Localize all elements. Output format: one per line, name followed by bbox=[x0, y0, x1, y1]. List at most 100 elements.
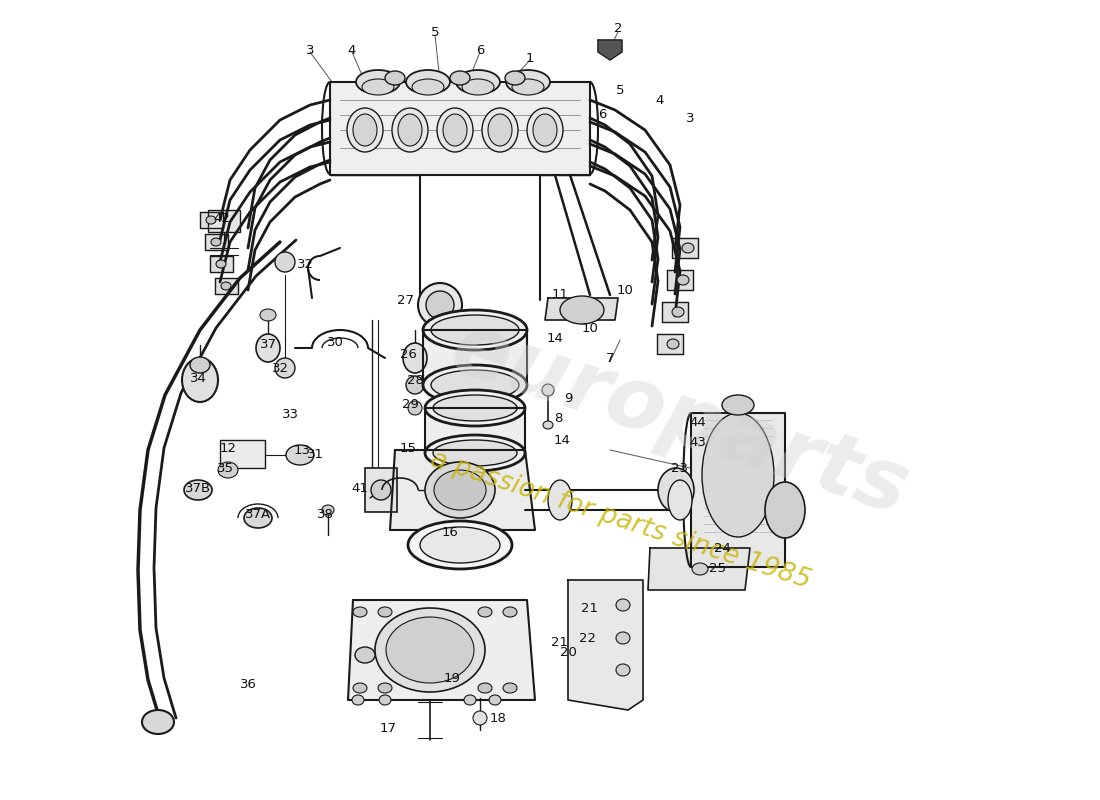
Text: 16: 16 bbox=[441, 526, 459, 538]
Ellipse shape bbox=[424, 365, 527, 405]
Text: 37B: 37B bbox=[185, 482, 211, 494]
Ellipse shape bbox=[506, 70, 550, 94]
Ellipse shape bbox=[424, 310, 527, 350]
Ellipse shape bbox=[218, 462, 238, 478]
Text: 35: 35 bbox=[217, 462, 233, 474]
Ellipse shape bbox=[692, 563, 708, 575]
Text: 10: 10 bbox=[617, 283, 634, 297]
Ellipse shape bbox=[352, 695, 364, 705]
Ellipse shape bbox=[503, 683, 517, 693]
Ellipse shape bbox=[425, 390, 525, 426]
Polygon shape bbox=[348, 600, 535, 700]
Text: 19: 19 bbox=[443, 671, 461, 685]
Ellipse shape bbox=[216, 260, 225, 268]
Ellipse shape bbox=[616, 599, 630, 611]
Text: 4: 4 bbox=[348, 43, 356, 57]
Ellipse shape bbox=[142, 710, 174, 734]
Text: 9: 9 bbox=[564, 391, 572, 405]
Text: 28: 28 bbox=[407, 374, 424, 386]
Text: 37: 37 bbox=[260, 338, 276, 351]
Text: 13: 13 bbox=[294, 443, 310, 457]
Text: 3: 3 bbox=[685, 111, 694, 125]
Ellipse shape bbox=[418, 283, 462, 327]
Ellipse shape bbox=[286, 445, 313, 465]
Ellipse shape bbox=[658, 468, 694, 512]
Ellipse shape bbox=[478, 607, 492, 617]
Ellipse shape bbox=[420, 527, 500, 563]
Ellipse shape bbox=[275, 252, 295, 272]
Bar bbox=[220, 440, 265, 468]
Ellipse shape bbox=[616, 664, 630, 676]
Text: 4: 4 bbox=[656, 94, 664, 106]
Ellipse shape bbox=[616, 632, 630, 644]
Ellipse shape bbox=[378, 683, 392, 693]
Ellipse shape bbox=[408, 521, 512, 569]
Ellipse shape bbox=[682, 243, 694, 253]
Ellipse shape bbox=[478, 683, 492, 693]
Ellipse shape bbox=[482, 108, 518, 152]
Ellipse shape bbox=[431, 315, 519, 345]
Ellipse shape bbox=[211, 238, 221, 246]
Text: 33: 33 bbox=[282, 409, 298, 422]
Ellipse shape bbox=[385, 71, 405, 85]
Text: 24: 24 bbox=[714, 542, 730, 554]
Ellipse shape bbox=[375, 608, 485, 692]
Ellipse shape bbox=[548, 480, 572, 520]
Ellipse shape bbox=[408, 401, 422, 415]
Text: 37A: 37A bbox=[245, 509, 271, 522]
Ellipse shape bbox=[378, 607, 392, 617]
Ellipse shape bbox=[543, 421, 553, 429]
Ellipse shape bbox=[412, 79, 444, 95]
Ellipse shape bbox=[386, 617, 474, 683]
Text: 34: 34 bbox=[189, 371, 207, 385]
Polygon shape bbox=[662, 302, 688, 322]
Ellipse shape bbox=[433, 440, 517, 466]
Text: 31: 31 bbox=[307, 449, 323, 462]
Ellipse shape bbox=[353, 114, 377, 146]
Ellipse shape bbox=[503, 607, 517, 617]
Ellipse shape bbox=[443, 114, 468, 146]
Text: 14: 14 bbox=[553, 434, 571, 446]
Text: 18: 18 bbox=[490, 711, 506, 725]
Text: 10: 10 bbox=[582, 322, 598, 334]
Polygon shape bbox=[330, 82, 590, 175]
Ellipse shape bbox=[764, 482, 805, 538]
Ellipse shape bbox=[425, 462, 495, 518]
Ellipse shape bbox=[464, 695, 476, 705]
Text: 14: 14 bbox=[547, 331, 563, 345]
Ellipse shape bbox=[221, 282, 231, 290]
Bar bbox=[365, 468, 397, 512]
Ellipse shape bbox=[260, 309, 276, 321]
Text: 5: 5 bbox=[616, 83, 625, 97]
Ellipse shape bbox=[560, 296, 604, 324]
Ellipse shape bbox=[190, 357, 210, 373]
Text: 27: 27 bbox=[396, 294, 414, 306]
Ellipse shape bbox=[256, 334, 280, 362]
Text: 5: 5 bbox=[431, 26, 439, 38]
Ellipse shape bbox=[462, 79, 494, 95]
Ellipse shape bbox=[505, 71, 525, 85]
Ellipse shape bbox=[542, 384, 554, 396]
Text: 25: 25 bbox=[710, 562, 726, 574]
Ellipse shape bbox=[512, 79, 544, 95]
Ellipse shape bbox=[322, 505, 334, 515]
Ellipse shape bbox=[456, 70, 501, 94]
Ellipse shape bbox=[244, 508, 272, 528]
Text: 8: 8 bbox=[553, 411, 562, 425]
Ellipse shape bbox=[206, 216, 216, 224]
Text: 36: 36 bbox=[240, 678, 256, 691]
Ellipse shape bbox=[702, 413, 774, 537]
Ellipse shape bbox=[434, 470, 486, 510]
Text: 11: 11 bbox=[551, 289, 569, 302]
Ellipse shape bbox=[182, 358, 218, 402]
Text: 23: 23 bbox=[671, 462, 689, 474]
Bar bbox=[208, 210, 240, 232]
Polygon shape bbox=[210, 256, 233, 272]
Polygon shape bbox=[657, 334, 683, 354]
Text: 3: 3 bbox=[306, 43, 315, 57]
Ellipse shape bbox=[450, 71, 470, 85]
Text: 7: 7 bbox=[606, 351, 614, 365]
Text: 38: 38 bbox=[317, 509, 333, 522]
Ellipse shape bbox=[362, 79, 394, 95]
Ellipse shape bbox=[353, 607, 367, 617]
